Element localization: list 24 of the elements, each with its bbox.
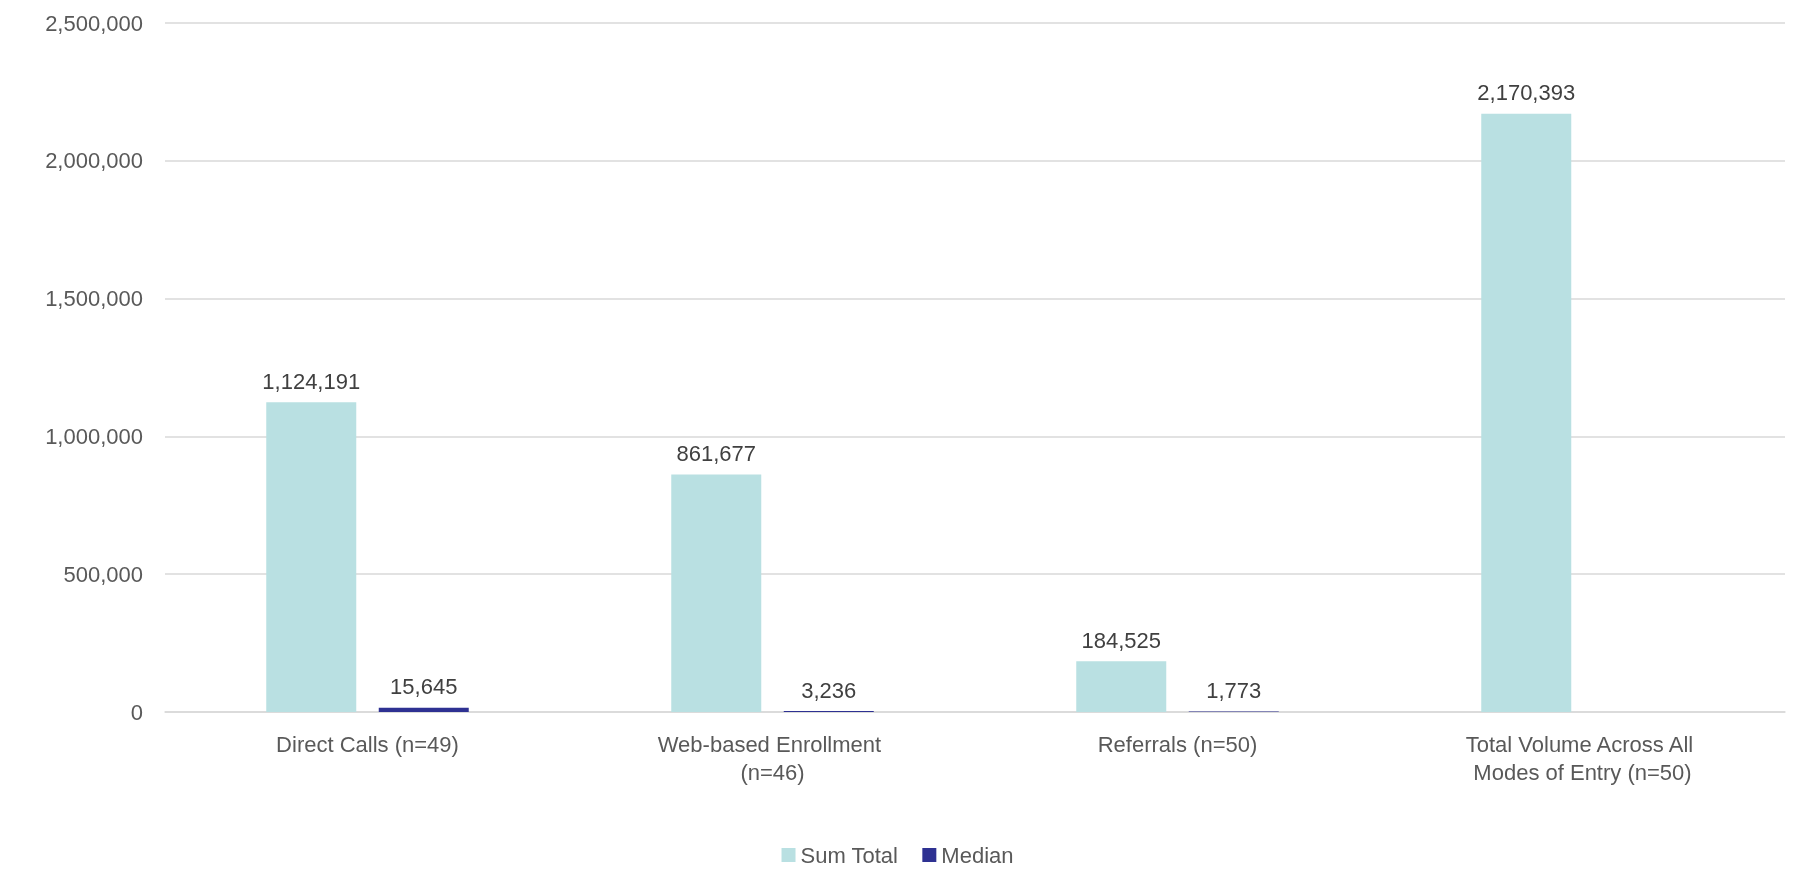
y-tick-label: 1,000,000 — [45, 423, 143, 449]
bar — [671, 474, 762, 712]
bar — [266, 402, 357, 712]
data-label: 861,677 — [676, 441, 757, 467]
legend-label: Sum Total — [800, 842, 898, 868]
y-tick-label: 0 — [130, 699, 143, 725]
y-tick-label: 500,000 — [63, 561, 143, 587]
x-tick-label: Referrals (n=50) — [1097, 731, 1258, 757]
bar — [1076, 661, 1167, 712]
legend-label: Median — [941, 842, 1014, 868]
y-tick-label: 2,000,000 — [45, 148, 143, 174]
y-tick-label: 1,500,000 — [45, 286, 143, 312]
data-label: 2,170,393 — [1477, 80, 1576, 106]
data-label: 15,645 — [390, 674, 458, 700]
bar — [378, 707, 469, 712]
data-label: 3,236 — [801, 677, 857, 703]
data-label: 1,773 — [1206, 678, 1262, 704]
x-tick-label: Direct Calls (n=49) — [276, 731, 459, 757]
data-label: 184,525 — [1081, 627, 1162, 653]
y-tick-label: 2,500,000 — [45, 10, 143, 36]
x-tick-label: Total Volume Across All Modes of Entry (n=50) — [1465, 731, 1700, 785]
bar — [1481, 113, 1572, 712]
x-tick-label: Web-based Enrollment (n=46) — [657, 731, 888, 785]
data-label: 1,124,191 — [262, 368, 361, 394]
